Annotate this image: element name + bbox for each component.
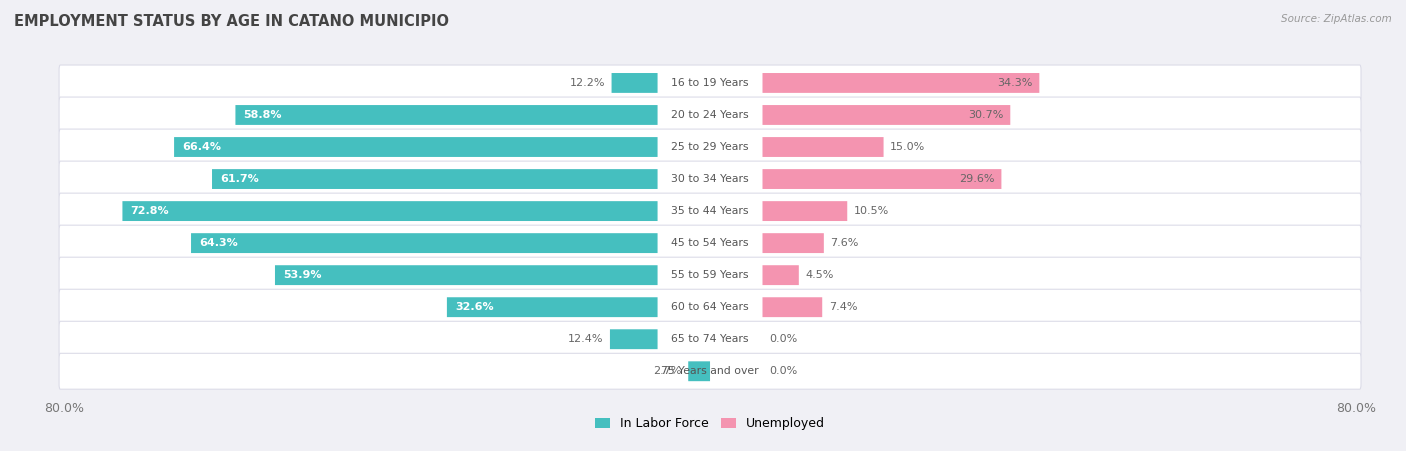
FancyBboxPatch shape — [235, 105, 658, 125]
Text: Source: ZipAtlas.com: Source: ZipAtlas.com — [1281, 14, 1392, 23]
Text: 20 to 24 Years: 20 to 24 Years — [671, 110, 749, 120]
FancyBboxPatch shape — [762, 201, 848, 221]
Text: 60 to 64 Years: 60 to 64 Years — [671, 302, 749, 312]
FancyBboxPatch shape — [762, 73, 1039, 93]
FancyBboxPatch shape — [447, 297, 658, 317]
FancyBboxPatch shape — [612, 73, 658, 93]
Text: 45 to 54 Years: 45 to 54 Years — [671, 238, 749, 248]
FancyBboxPatch shape — [59, 353, 1361, 389]
Text: 4.5%: 4.5% — [806, 270, 834, 280]
FancyBboxPatch shape — [762, 233, 824, 253]
FancyBboxPatch shape — [59, 161, 1361, 197]
Legend: In Labor Force, Unemployed: In Labor Force, Unemployed — [591, 412, 830, 435]
Text: 25 to 29 Years: 25 to 29 Years — [671, 142, 749, 152]
Text: 0.0%: 0.0% — [769, 366, 797, 376]
Text: 2.7%: 2.7% — [654, 366, 682, 376]
FancyBboxPatch shape — [762, 105, 1011, 125]
FancyBboxPatch shape — [212, 169, 658, 189]
Text: 10.5%: 10.5% — [853, 206, 889, 216]
Text: 30.7%: 30.7% — [969, 110, 1004, 120]
Text: 12.4%: 12.4% — [568, 334, 603, 344]
FancyBboxPatch shape — [762, 297, 823, 317]
Text: 75 Years and over: 75 Years and over — [661, 366, 759, 376]
Text: 61.7%: 61.7% — [221, 174, 259, 184]
FancyBboxPatch shape — [59, 97, 1361, 133]
FancyBboxPatch shape — [59, 193, 1361, 229]
Text: 34.3%: 34.3% — [997, 78, 1033, 88]
FancyBboxPatch shape — [276, 265, 658, 285]
Text: EMPLOYMENT STATUS BY AGE IN CATANO MUNICIPIO: EMPLOYMENT STATUS BY AGE IN CATANO MUNIC… — [14, 14, 449, 28]
FancyBboxPatch shape — [762, 265, 799, 285]
Text: 16 to 19 Years: 16 to 19 Years — [671, 78, 749, 88]
FancyBboxPatch shape — [59, 65, 1361, 101]
FancyBboxPatch shape — [610, 329, 658, 349]
Text: 30 to 34 Years: 30 to 34 Years — [671, 174, 749, 184]
FancyBboxPatch shape — [59, 321, 1361, 357]
Text: 15.0%: 15.0% — [890, 142, 925, 152]
Text: 72.8%: 72.8% — [131, 206, 169, 216]
Text: 55 to 59 Years: 55 to 59 Years — [671, 270, 749, 280]
Text: 29.6%: 29.6% — [959, 174, 995, 184]
FancyBboxPatch shape — [762, 169, 1001, 189]
FancyBboxPatch shape — [59, 257, 1361, 293]
Text: 32.6%: 32.6% — [456, 302, 494, 312]
Text: 65 to 74 Years: 65 to 74 Years — [671, 334, 749, 344]
FancyBboxPatch shape — [174, 137, 658, 157]
Text: 12.2%: 12.2% — [569, 78, 605, 88]
FancyBboxPatch shape — [59, 129, 1361, 165]
Text: 66.4%: 66.4% — [183, 142, 221, 152]
FancyBboxPatch shape — [191, 233, 658, 253]
FancyBboxPatch shape — [59, 225, 1361, 261]
Text: 7.6%: 7.6% — [831, 238, 859, 248]
Text: 35 to 44 Years: 35 to 44 Years — [671, 206, 749, 216]
Text: 58.8%: 58.8% — [243, 110, 283, 120]
Text: 53.9%: 53.9% — [283, 270, 322, 280]
FancyBboxPatch shape — [762, 137, 883, 157]
Text: 0.0%: 0.0% — [769, 334, 797, 344]
FancyBboxPatch shape — [689, 361, 710, 381]
FancyBboxPatch shape — [59, 289, 1361, 325]
Text: 64.3%: 64.3% — [200, 238, 238, 248]
FancyBboxPatch shape — [122, 201, 658, 221]
Text: 7.4%: 7.4% — [828, 302, 858, 312]
